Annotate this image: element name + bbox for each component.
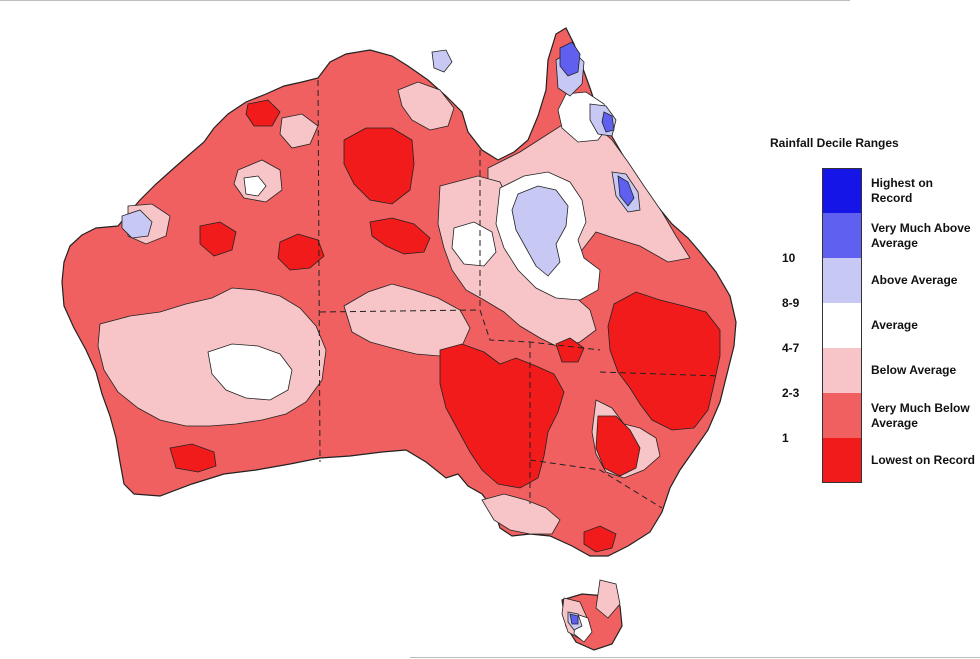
- legend-item-very-much-above-average: 10 Very Much Above Average: [782, 213, 972, 265]
- legend-swatch: [822, 438, 862, 483]
- top-frame-line: [0, 0, 850, 1]
- legend-swatch: [822, 168, 862, 213]
- legend-label: Below Average: [871, 363, 957, 377]
- legend-item-average: 4-7 Average: [782, 303, 972, 355]
- legend-swatch: [822, 303, 862, 348]
- legend-label: Very Much Below Average: [871, 400, 970, 430]
- legend-swatch: [822, 393, 862, 438]
- very-much-above-regions: [559, 41, 635, 625]
- legend-item-very-much-below-average: 1 Very Much Below Average: [782, 393, 972, 445]
- legend-label: Average: [871, 318, 918, 332]
- legend-item-highest-on-record: Highest on Record: [822, 168, 972, 213]
- legend-range: 2-3: [782, 385, 800, 400]
- legend-swatch: [822, 258, 862, 303]
- lowest-record-regions: [169, 99, 721, 553]
- legend-label: Highest on Record: [871, 175, 933, 205]
- state-borders: [317, 79, 721, 509]
- legend-range: 4-7: [782, 340, 800, 355]
- legend: Highest on Record 10 Very Much Above Ave…: [782, 168, 975, 483]
- bottom-frame-line: [410, 657, 980, 658]
- legend-swatch: [822, 213, 862, 258]
- legend-range: 1: [782, 430, 789, 445]
- legend-label: Very Much Above Average: [871, 220, 971, 250]
- legend-item-below-average: 2-3 Below Average: [782, 348, 972, 400]
- legend-range: 10: [782, 250, 796, 265]
- legend-item-above-average: 8-9 Above Average: [782, 258, 972, 310]
- legend-range: 8-9: [782, 295, 800, 310]
- legend-item-lowest-on-record: Lowest on Record: [822, 438, 975, 483]
- legend-title: Rainfall Decile Ranges: [770, 136, 899, 150]
- legend-label: Above Average: [871, 273, 958, 287]
- legend-swatch: [822, 348, 862, 393]
- legend-label: Lowest on Record: [871, 453, 976, 467]
